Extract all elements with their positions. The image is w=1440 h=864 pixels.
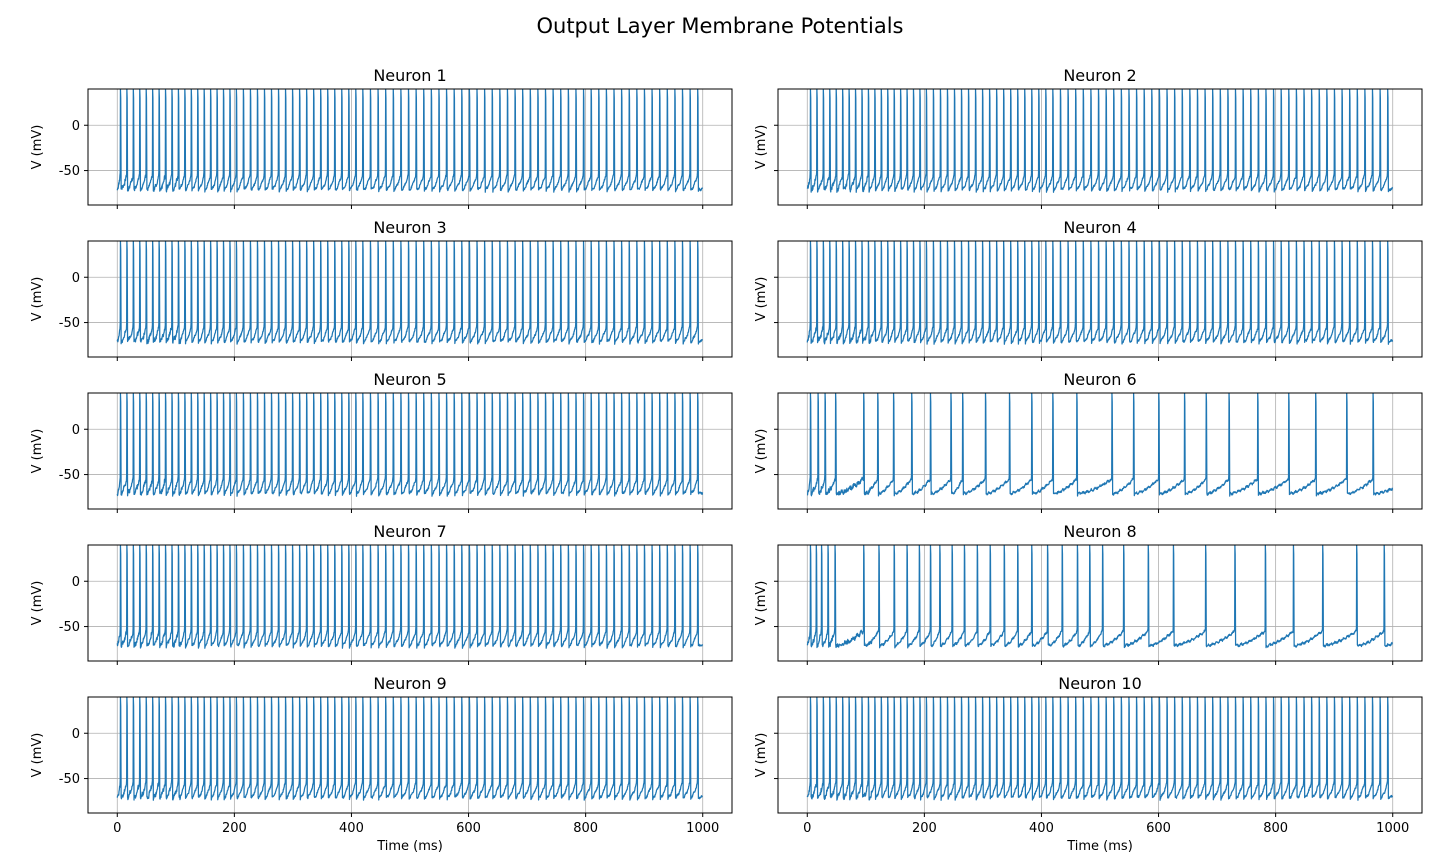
voltage-trace-series xyxy=(806,545,1393,649)
voltage-trace-series xyxy=(806,697,1394,801)
voltage-trace-series xyxy=(116,241,704,345)
panel-title: Neuron 8 xyxy=(1063,522,1136,541)
panel-title: Neuron 3 xyxy=(373,218,446,237)
x-tick-label: 400 xyxy=(339,821,364,836)
axes-frame xyxy=(777,544,1423,662)
axes-frame xyxy=(777,392,1423,510)
x-tick-label: 1000 xyxy=(1376,821,1409,836)
y-axis-label: V (mV) xyxy=(30,277,45,322)
x-tick-label: 200 xyxy=(222,821,247,836)
x-axis-label: Time (ms) xyxy=(1066,839,1133,854)
voltage-trace-series xyxy=(116,89,703,193)
x-tick-label: 200 xyxy=(912,821,937,836)
axes-frame xyxy=(87,240,733,358)
x-tick-label: 600 xyxy=(456,821,481,836)
figure-title: Output Layer Membrane Potentials xyxy=(536,14,903,38)
voltage-trace-series xyxy=(806,393,1394,497)
panels: -50 0 Neuron 1 V (mV) Neuron 2 V (mV) -50 0 Neur… xyxy=(30,66,1423,854)
y-axis-label: V (mV) xyxy=(30,125,45,170)
x-tick-label: 800 xyxy=(573,821,598,836)
panel-title: Neuron 7 xyxy=(373,522,446,541)
panel-neuron-9: 0 200 400 600 800 1000 -50 0 Neuron 9 V (mV) Time … xyxy=(30,674,733,854)
y-tick-label: 0 xyxy=(72,727,80,742)
y-tick-label: 0 xyxy=(72,423,80,438)
y-axis-label: V (mV) xyxy=(754,581,769,626)
y-axis-label: V (mV) xyxy=(754,733,769,778)
axes-frame xyxy=(87,544,733,662)
panel-neuron-8: Neuron 8 V (mV) xyxy=(754,522,1423,665)
y-tick-label: -50 xyxy=(59,316,80,331)
voltage-trace-series xyxy=(806,241,1394,345)
panel-neuron-4: Neuron 4 V (mV) xyxy=(754,218,1423,361)
y-axis-label: V (mV) xyxy=(754,277,769,322)
y-axis-label: V (mV) xyxy=(754,429,769,474)
x-tick-label: 0 xyxy=(113,821,121,836)
y-tick-label: -50 xyxy=(59,468,80,483)
y-tick-label: 0 xyxy=(72,119,80,134)
panel-neuron-6: Neuron 6 V (mV) xyxy=(754,370,1423,513)
y-axis-label: V (mV) xyxy=(30,581,45,626)
x-axis-label: Time (ms) xyxy=(376,839,443,854)
panel-neuron-3: -50 0 Neuron 3 V (mV) xyxy=(30,218,733,361)
axes-frame xyxy=(87,696,733,814)
y-tick-label: -50 xyxy=(59,772,80,787)
y-axis-label: V (mV) xyxy=(754,125,769,170)
panel-title: Neuron 10 xyxy=(1058,674,1142,693)
y-axis-label: V (mV) xyxy=(30,429,45,474)
x-tick-label: 1000 xyxy=(686,821,719,836)
panel-neuron-2: Neuron 2 V (mV) xyxy=(754,66,1423,209)
voltage-trace-series xyxy=(116,697,703,801)
panel-title: Neuron 9 xyxy=(373,674,446,693)
voltage-trace-series xyxy=(116,545,704,649)
x-tick-label: 400 xyxy=(1029,821,1054,836)
panel-neuron-1: -50 0 Neuron 1 V (mV) xyxy=(30,66,733,209)
x-tick-label: 0 xyxy=(803,821,811,836)
axes-frame xyxy=(87,392,733,510)
axes-frame xyxy=(777,696,1423,814)
panel-neuron-7: -50 0 Neuron 7 V (mV) xyxy=(30,522,733,665)
x-tick-label: 800 xyxy=(1263,821,1288,836)
y-axis-label: V (mV) xyxy=(30,733,45,778)
panel-neuron-10: 0 200 400 600 800 1000 Neuron 10 V (mV) Time (ms… xyxy=(754,674,1423,854)
voltage-trace-series xyxy=(806,89,1394,193)
panel-title: Neuron 6 xyxy=(1063,370,1136,389)
axes-frame xyxy=(777,88,1423,206)
x-tick-label: 600 xyxy=(1146,821,1171,836)
panel-title: Neuron 1 xyxy=(373,66,446,85)
panel-neuron-5: -50 0 Neuron 5 V (mV) xyxy=(30,370,733,513)
axes-frame xyxy=(777,240,1423,358)
y-tick-label: 0 xyxy=(72,575,80,590)
panel-title: Neuron 4 xyxy=(1063,218,1136,237)
panel-title: Neuron 2 xyxy=(1063,66,1136,85)
panel-title: Neuron 5 xyxy=(373,370,446,389)
axes-frame xyxy=(87,88,733,206)
voltage-trace-series xyxy=(116,393,704,497)
y-tick-label: -50 xyxy=(59,620,80,635)
y-tick-label: -50 xyxy=(59,164,80,179)
y-tick-label: 0 xyxy=(72,271,80,286)
